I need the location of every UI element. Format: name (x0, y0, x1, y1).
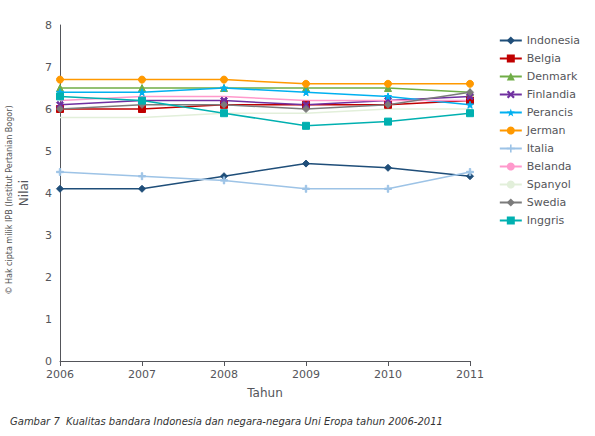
svg-text:8: 8 (45, 19, 52, 32)
svg-text:Inggris: Inggris (527, 214, 565, 227)
svg-text:Italia: Italia (527, 142, 554, 155)
svg-text:Tahun: Tahun (246, 386, 283, 400)
svg-text:Indonesia: Indonesia (527, 34, 580, 47)
svg-text:0: 0 (45, 355, 52, 368)
svg-text:Belanda: Belanda (527, 160, 572, 173)
svg-text:2007: 2007 (128, 368, 156, 381)
svg-text:2009: 2009 (292, 368, 320, 381)
svg-text:Gambar 7 Kualitas bandara Ind: Gambar 7 Kualitas bandara Indonesia dan … (10, 416, 443, 427)
svg-text:4: 4 (45, 187, 52, 200)
svg-text:2006: 2006 (46, 368, 74, 381)
svg-text:© Hak cipta milik IPB (Institu: © Hak cipta milik IPB (Institut Pertania… (5, 105, 14, 294)
svg-text:5: 5 (45, 145, 52, 158)
svg-text:1: 1 (45, 313, 52, 326)
svg-text:Swedia: Swedia (527, 196, 567, 209)
svg-text:3: 3 (45, 229, 52, 242)
svg-text:Nilai: Nilai (17, 180, 31, 206)
svg-text:Denmark: Denmark (527, 70, 578, 83)
svg-text:2008: 2008 (210, 368, 238, 381)
svg-text:2010: 2010 (374, 368, 402, 381)
svg-text:Spanyol: Spanyol (527, 178, 571, 191)
svg-text:7: 7 (45, 61, 52, 74)
svg-text:2: 2 (45, 271, 52, 284)
svg-text:6: 6 (45, 103, 52, 116)
svg-text:Perancis: Perancis (527, 106, 573, 119)
svg-text:Jerman: Jerman (526, 124, 566, 137)
svg-text:Belgia: Belgia (527, 52, 561, 65)
svg-text:Finlandia: Finlandia (527, 88, 576, 101)
svg-text:2011: 2011 (456, 368, 484, 381)
